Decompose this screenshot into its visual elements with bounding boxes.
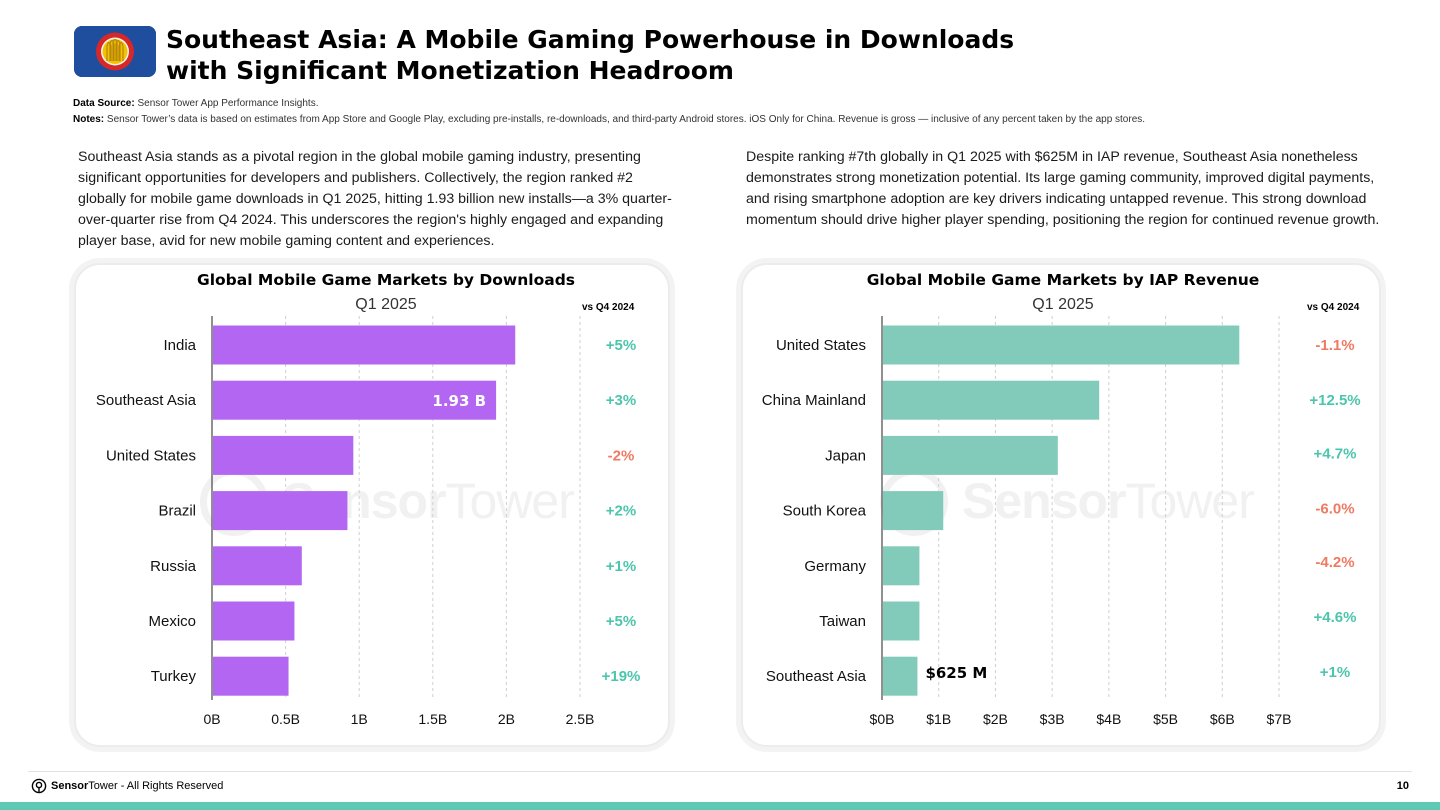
downloads-change-label: +5%: [606, 613, 636, 630]
revenue-change-label: -1.1%: [1315, 337, 1354, 354]
revenue-bar: [883, 491, 944, 531]
revenue-category-label: United States: [776, 337, 866, 354]
revenue-x-tick-label: $7B: [1267, 711, 1292, 727]
revenue-bar: [883, 546, 920, 586]
accent-bar: [0, 802, 1440, 810]
revenue-x-tick-label: $5B: [1153, 711, 1178, 727]
downloads-change-label: +2%: [606, 503, 636, 520]
downloads-bar: [213, 601, 295, 641]
watermark-right: SensorTower: [962, 472, 1255, 530]
revenue-paragraph: Despite ranking #7th globally in Q1 2025…: [746, 149, 1380, 228]
notes-label: Notes:: [73, 114, 105, 125]
downloads-bar: [213, 325, 516, 365]
downloads-bar: [213, 491, 348, 531]
downloads-x-tick-label: 0B: [203, 711, 220, 727]
downloads-bar: [213, 435, 354, 475]
downloads-change-label: -2%: [608, 447, 635, 464]
revenue-change-label: -6.0%: [1315, 501, 1354, 518]
downloads-x-tick-label: 2.5B: [566, 711, 595, 727]
downloads-change-label: +3%: [606, 392, 636, 409]
revenue-change-label: +12.5%: [1309, 392, 1360, 409]
page-number: 10: [1396, 780, 1409, 792]
revenue-bar: [883, 435, 1058, 475]
revenue-bar: [883, 325, 1240, 365]
revenue-chart-subtitle: Q1 2025: [1032, 296, 1094, 313]
revenue-data-label: $625 M: [925, 664, 987, 682]
data-source-label: Data Source:: [73, 98, 135, 109]
downloads-category-label: Brazil: [158, 503, 196, 520]
downloads-change-label: +19%: [602, 668, 641, 685]
notes-line: Notes: Sensor Tower’s data is based on e…: [73, 113, 1145, 126]
downloads-x-tick-label: 1B: [351, 711, 368, 727]
downloads-bar: [213, 656, 289, 696]
downloads-category-label: Russia: [150, 558, 197, 575]
revenue-x-tick-label: $3B: [1040, 711, 1065, 727]
downloads-bar: [213, 380, 497, 420]
revenue-x-tick-label: $4B: [1096, 711, 1121, 727]
revenue-category-label: China Mainland: [762, 392, 866, 409]
footer-rights: - All Rights Reserved: [117, 780, 224, 792]
downloads-x-tick-label: 0.5B: [271, 711, 300, 727]
sensor-tower-logo-icon: [31, 778, 47, 794]
revenue-x-tick-label: $2B: [983, 711, 1008, 727]
data-source-text: Sensor Tower App Performance Insights.: [137, 98, 319, 109]
downloads-x-tick-label: 1.5B: [418, 711, 447, 727]
footer-brand: SensorTower - All Rights Reserved: [31, 778, 223, 794]
downloads-change-header: vs Q4 2024: [582, 302, 635, 313]
revenue-change-label: -4.2%: [1315, 554, 1354, 571]
downloads-category-label: Mexico: [148, 613, 196, 630]
revenue-category-label: South Korea: [783, 503, 867, 520]
downloads-category-label: Turkey: [151, 668, 197, 685]
revenue-x-tick-label: $1B: [926, 711, 951, 727]
downloads-bar: [213, 546, 302, 586]
watermark-brand-light: Tower: [445, 473, 575, 529]
downloads-chart-subtitle: Q1 2025: [355, 296, 417, 313]
downloads-data-label: 1.93 B: [432, 392, 486, 410]
revenue-category-label: Taiwan: [819, 613, 866, 630]
downloads-chart-title: Global Mobile Game Markets by Downloads: [196, 271, 576, 289]
downloads-paragraph: Southeast Asia stands as a pivotal regio…: [78, 149, 672, 249]
footer-brand-bold: Sensor: [51, 780, 89, 792]
revenue-category-label: Japan: [825, 447, 866, 464]
revenue-category-label: Germany: [804, 558, 866, 575]
downloads-x-tick-label: 2B: [498, 711, 515, 727]
notes-text: Sensor Tower’s data is based on estimate…: [106, 114, 1146, 125]
revenue-x-tick-label: $0B: [870, 711, 895, 727]
revenue-bar: [883, 601, 920, 641]
downloads-category-label: India: [163, 337, 196, 354]
downloads-change-label: +5%: [606, 337, 636, 354]
downloads-category-label: Southeast Asia: [96, 392, 197, 409]
watermark-brand-bold: Sensor: [962, 473, 1127, 529]
downloads-category-label: United States: [106, 447, 196, 464]
footer-brand-light: Tower: [88, 780, 118, 792]
revenue-change-label: +4.7%: [1314, 445, 1357, 462]
revenue-bar: [883, 656, 918, 696]
downloads-change-label: +1%: [606, 558, 636, 575]
footer-divider: [28, 771, 1412, 772]
revenue-x-tick-label: $6B: [1210, 711, 1235, 727]
asean-emblem-icon: [74, 26, 156, 77]
revenue-change-label: +4.6%: [1314, 609, 1357, 626]
revenue-change-label: +1%: [1320, 664, 1350, 681]
asean-flag-logo: [74, 26, 156, 77]
revenue-bar: [883, 380, 1100, 420]
page-title: Southeast Asia: A Mobile Gaming Powerhou…: [166, 25, 1015, 85]
revenue-category-label: Southeast Asia: [766, 668, 867, 685]
revenue-change-header: vs Q4 2024: [1307, 302, 1360, 313]
data-source-line: Data Source: Sensor Tower App Performanc…: [73, 97, 319, 110]
revenue-chart-title: Global Mobile Game Markets by IAP Revenu…: [866, 271, 1260, 289]
watermark-brand-light: Tower: [1125, 473, 1255, 529]
